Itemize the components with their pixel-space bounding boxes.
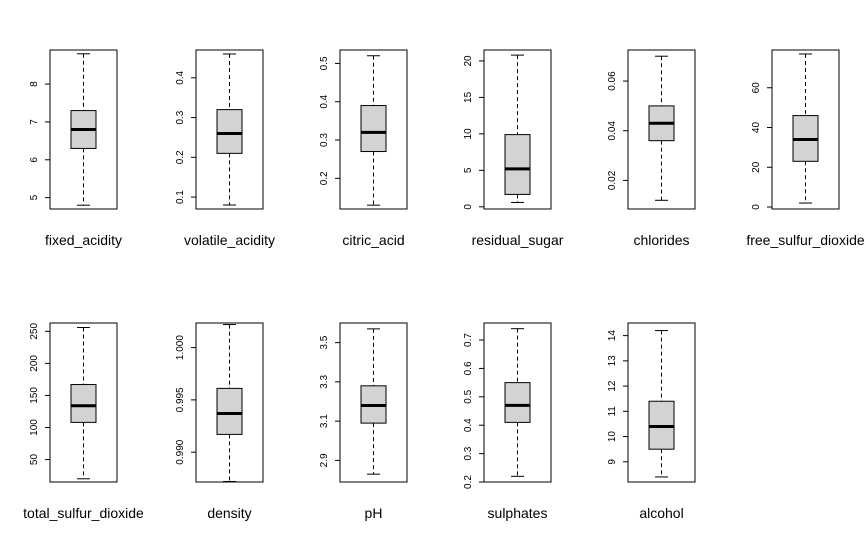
x-axis-label: sulphates bbox=[488, 505, 548, 521]
boxplot-panel-volatile_acidity: 0.1 0.2 0.3 0.4 volatile_acidity bbox=[175, 49, 275, 248]
y-tick-label: 3.3 bbox=[319, 375, 330, 389]
plot-frame bbox=[483, 322, 552, 483]
y-tick-label: 20 bbox=[463, 55, 474, 67]
y-tick-label: 0.990 bbox=[175, 439, 186, 464]
boxplot-panel-sulphates: 0.2 0.3 0.4 0.5 0.6 0.7 sulphates bbox=[463, 322, 552, 521]
y-tick-label: 3.1 bbox=[319, 414, 330, 428]
y-tick-label: 0 bbox=[463, 204, 474, 210]
y-tick-label: 50 bbox=[29, 454, 40, 466]
plot-frame bbox=[771, 49, 840, 210]
y-tick-label: 0.2 bbox=[463, 475, 474, 489]
y-tick-label: 2.9 bbox=[319, 453, 330, 467]
y-tick-label: 0.6 bbox=[463, 361, 474, 375]
x-axis-label: density bbox=[207, 505, 251, 521]
plot-frame bbox=[195, 49, 264, 210]
boxplot-panel-total_sulfur_dioxide: 50 100 150 200 250 total_sulfur_dioxide bbox=[23, 322, 144, 521]
plot-frame bbox=[483, 49, 552, 210]
plot-frame bbox=[339, 49, 408, 210]
y-tick-label: 9 bbox=[607, 459, 618, 465]
y-tick-label: 0.3 bbox=[463, 446, 474, 460]
boxplot-panel-fixed_acidity: 5 6 7 8 fixed_acidity bbox=[29, 49, 122, 248]
iqr-box bbox=[216, 387, 243, 435]
iqr-box bbox=[70, 384, 97, 423]
y-tick-label: 150 bbox=[29, 387, 40, 404]
y-tick-label: 0.04 bbox=[607, 121, 618, 141]
y-tick-label: 13 bbox=[607, 355, 618, 367]
iqr-box bbox=[504, 382, 531, 423]
y-tick-label: 0 bbox=[751, 204, 762, 210]
x-axis-label: chlorides bbox=[633, 232, 689, 248]
y-tick-label: 20 bbox=[751, 161, 762, 173]
x-axis-label: total_sulfur_dioxide bbox=[23, 505, 144, 521]
x-axis-label: free_sulfur_dioxide bbox=[746, 232, 865, 248]
y-tick-label: 15 bbox=[463, 91, 474, 103]
iqr-box bbox=[216, 109, 243, 154]
x-axis-label: volatile_acidity bbox=[184, 232, 275, 248]
x-axis-label: residual_sugar bbox=[472, 232, 564, 248]
plot-frame bbox=[49, 322, 118, 483]
boxplot-panel-density: 0.990 0.995 1.000 density bbox=[175, 322, 264, 521]
y-tick-label: 3.5 bbox=[319, 335, 330, 349]
y-tick-label: 12 bbox=[607, 380, 618, 392]
y-tick-label: 1.000 bbox=[175, 335, 186, 360]
y-tick-label: 0.5 bbox=[463, 389, 474, 403]
y-tick-label: 0.4 bbox=[463, 418, 474, 432]
boxplot-panel-free_sulfur_dioxide: 0 20 40 60 free_sulfur_dioxide bbox=[746, 49, 865, 248]
y-tick-label: 0.2 bbox=[319, 171, 330, 185]
y-tick-label: 250 bbox=[29, 323, 40, 340]
x-axis-label: fixed_acidity bbox=[45, 232, 122, 248]
y-tick-label: 0.5 bbox=[319, 56, 330, 70]
boxplot-panel-chlorides: 0.02 0.04 0.06 chlorides bbox=[607, 49, 696, 248]
boxplot-panel-residual_sugar: 0 5 10 15 20 residual_sugar bbox=[463, 49, 564, 248]
y-tick-label: 0.995 bbox=[175, 387, 186, 412]
boxplot-panel-alcohol: 9 10 11 12 13 14 alcohol bbox=[607, 322, 696, 521]
y-tick-label: 14 bbox=[607, 330, 618, 342]
y-tick-label: 0.2 bbox=[175, 150, 186, 164]
y-tick-label: 5 bbox=[463, 167, 474, 173]
iqr-box bbox=[504, 134, 531, 195]
boxplot-panel-pH: 2.9 3.1 3.3 3.5 pH bbox=[319, 322, 408, 521]
y-tick-label: 100 bbox=[29, 419, 40, 436]
plot-frame bbox=[339, 322, 408, 483]
y-tick-label: 0.4 bbox=[175, 70, 186, 84]
y-tick-label: 5 bbox=[29, 194, 40, 200]
plot-frame bbox=[195, 322, 264, 483]
y-tick-label: 0.1 bbox=[175, 190, 186, 204]
y-tick-label: 7 bbox=[29, 119, 40, 125]
boxplot-panel-citric_acid: 0.2 0.3 0.4 0.5 citric_acid bbox=[319, 49, 408, 248]
y-tick-label: 0.7 bbox=[463, 333, 474, 347]
y-tick-label: 40 bbox=[751, 122, 762, 134]
iqr-box bbox=[360, 105, 387, 153]
y-tick-label: 0.3 bbox=[319, 133, 330, 147]
y-tick-label: 11 bbox=[607, 406, 618, 417]
y-tick-label: 60 bbox=[751, 82, 762, 94]
y-tick-label: 0.06 bbox=[607, 71, 618, 91]
plot-frame bbox=[627, 49, 696, 210]
y-tick-label: 0.02 bbox=[607, 170, 618, 190]
y-tick-label: 8 bbox=[29, 81, 40, 87]
x-axis-label: alcohol bbox=[639, 505, 683, 521]
x-axis-label: citric_acid bbox=[342, 232, 404, 248]
y-tick-label: 200 bbox=[29, 355, 40, 372]
y-tick-label: 0.3 bbox=[175, 110, 186, 124]
x-axis-label: pH bbox=[365, 505, 383, 521]
y-tick-label: 6 bbox=[29, 157, 40, 163]
y-tick-label: 10 bbox=[463, 128, 474, 140]
plot-frame bbox=[627, 322, 696, 483]
plot-frame bbox=[49, 49, 118, 210]
y-tick-label: 0.4 bbox=[319, 94, 330, 108]
y-tick-label: 10 bbox=[607, 431, 618, 443]
